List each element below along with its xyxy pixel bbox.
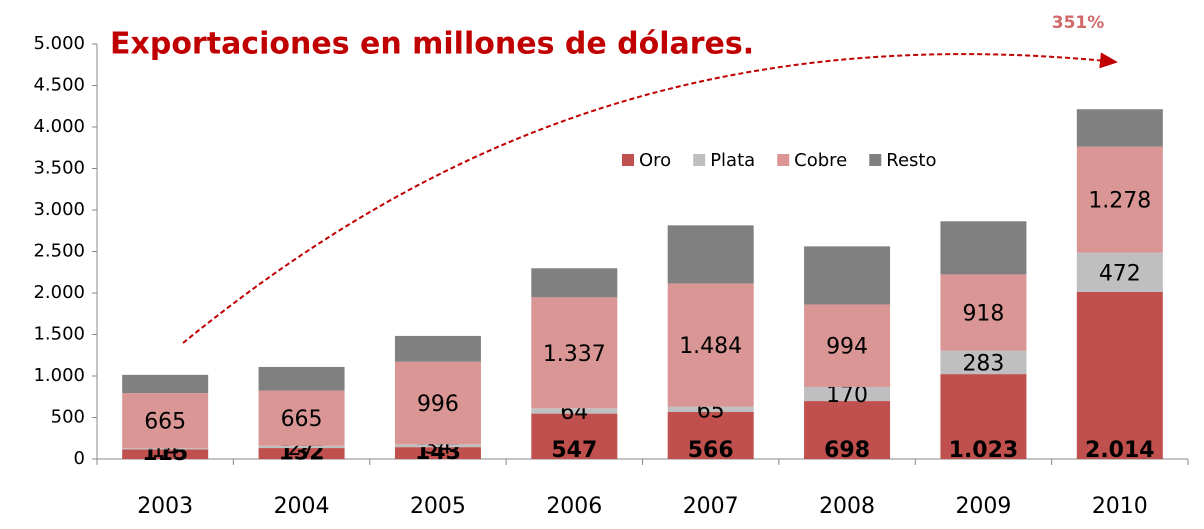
bar-segment (122, 374, 209, 394)
x-tick-label: 2008 (819, 494, 875, 519)
bar-segment (531, 408, 618, 414)
bar-segment (1076, 146, 1163, 253)
x-tick-label: 2004 (274, 494, 330, 519)
bar-segment (394, 447, 481, 459)
legend-swatch (622, 154, 634, 166)
y-tick-label: 5.000 (33, 33, 85, 54)
x-tick-label: 2005 (410, 494, 466, 519)
bar-segment (258, 448, 345, 459)
legend-label: Plata (710, 150, 755, 171)
x-tick-label: 2006 (546, 494, 602, 519)
y-tick-label: 4.500 (33, 75, 85, 96)
data-label: 2.014 (1085, 438, 1155, 463)
data-label: 547 (551, 438, 597, 463)
bar-segment (394, 444, 481, 448)
bar-segment (940, 274, 1027, 351)
y-tick-label: 3.500 (33, 158, 85, 179)
bar-segment (531, 268, 618, 298)
data-label: 1.337 (543, 342, 606, 367)
bar-segment (258, 366, 345, 391)
data-label: 1.023 (949, 438, 1019, 463)
data-label: 918 (962, 302, 1004, 327)
data-label: 996 (417, 392, 459, 417)
bar-segment (1076, 252, 1163, 292)
bar-segment (940, 350, 1027, 375)
y-tick-label: 1.500 (33, 324, 85, 345)
bar-segment (667, 406, 754, 413)
legend-label: Resto (886, 150, 936, 171)
bar-segment (1076, 291, 1163, 459)
bar-segment (531, 413, 618, 459)
y-tick-label: 0 (74, 448, 85, 469)
y-tick-label: 1.000 (33, 365, 85, 386)
x-tick-label: 2003 (137, 494, 193, 519)
x-tick-label: 2010 (1092, 494, 1148, 519)
trend-arrow (182, 52, 1118, 344)
legend-swatch (777, 154, 790, 166)
y-tick-label: 2.000 (33, 282, 85, 303)
bar-segment (667, 412, 754, 459)
data-label: 170 (826, 383, 868, 408)
bar-segment (804, 386, 891, 402)
bar-segment (258, 445, 345, 449)
legend-swatch (869, 154, 882, 166)
bar-segment (122, 393, 209, 449)
annotation: 351% (1052, 13, 1105, 33)
chart-title: Exportaciones en millones de dólares. (110, 27, 754, 62)
y-tick-label: 2.500 (33, 241, 85, 262)
bar-segment (394, 335, 481, 362)
data-label: 472 (1099, 261, 1141, 286)
bar-segment (940, 374, 1027, 459)
bar-segment (1076, 109, 1163, 147)
y-tick-label: 3.000 (33, 199, 85, 220)
bar-segment (804, 246, 891, 305)
data-label: 1.278 (1088, 189, 1151, 214)
data-label: 665 (144, 410, 186, 435)
bar-segment (940, 221, 1027, 275)
data-label: 283 (962, 351, 1004, 376)
data-label: 698 (824, 438, 870, 463)
legend-label: Cobre (794, 150, 847, 171)
legend-label: Oro (639, 150, 671, 171)
data-label: 566 (688, 438, 734, 463)
bar-segment (531, 297, 618, 409)
data-label: 994 (826, 335, 868, 360)
bar-segment (394, 361, 481, 445)
legend-swatch (693, 154, 706, 166)
bar-segment (122, 448, 209, 450)
y-tick-label: 500 (51, 407, 85, 428)
data-label: 665 (281, 407, 323, 432)
bar-segment (667, 283, 754, 407)
x-tick-label: 2009 (955, 494, 1011, 519)
bar-segment (804, 304, 891, 387)
bar-segment (258, 390, 345, 446)
y-tick-label: 4.000 (33, 116, 85, 137)
bar-segment (122, 449, 209, 459)
data-label: 1.484 (679, 334, 742, 359)
bar-segment (667, 225, 754, 284)
bar-segment (804, 401, 891, 459)
x-tick-label: 2007 (683, 494, 739, 519)
